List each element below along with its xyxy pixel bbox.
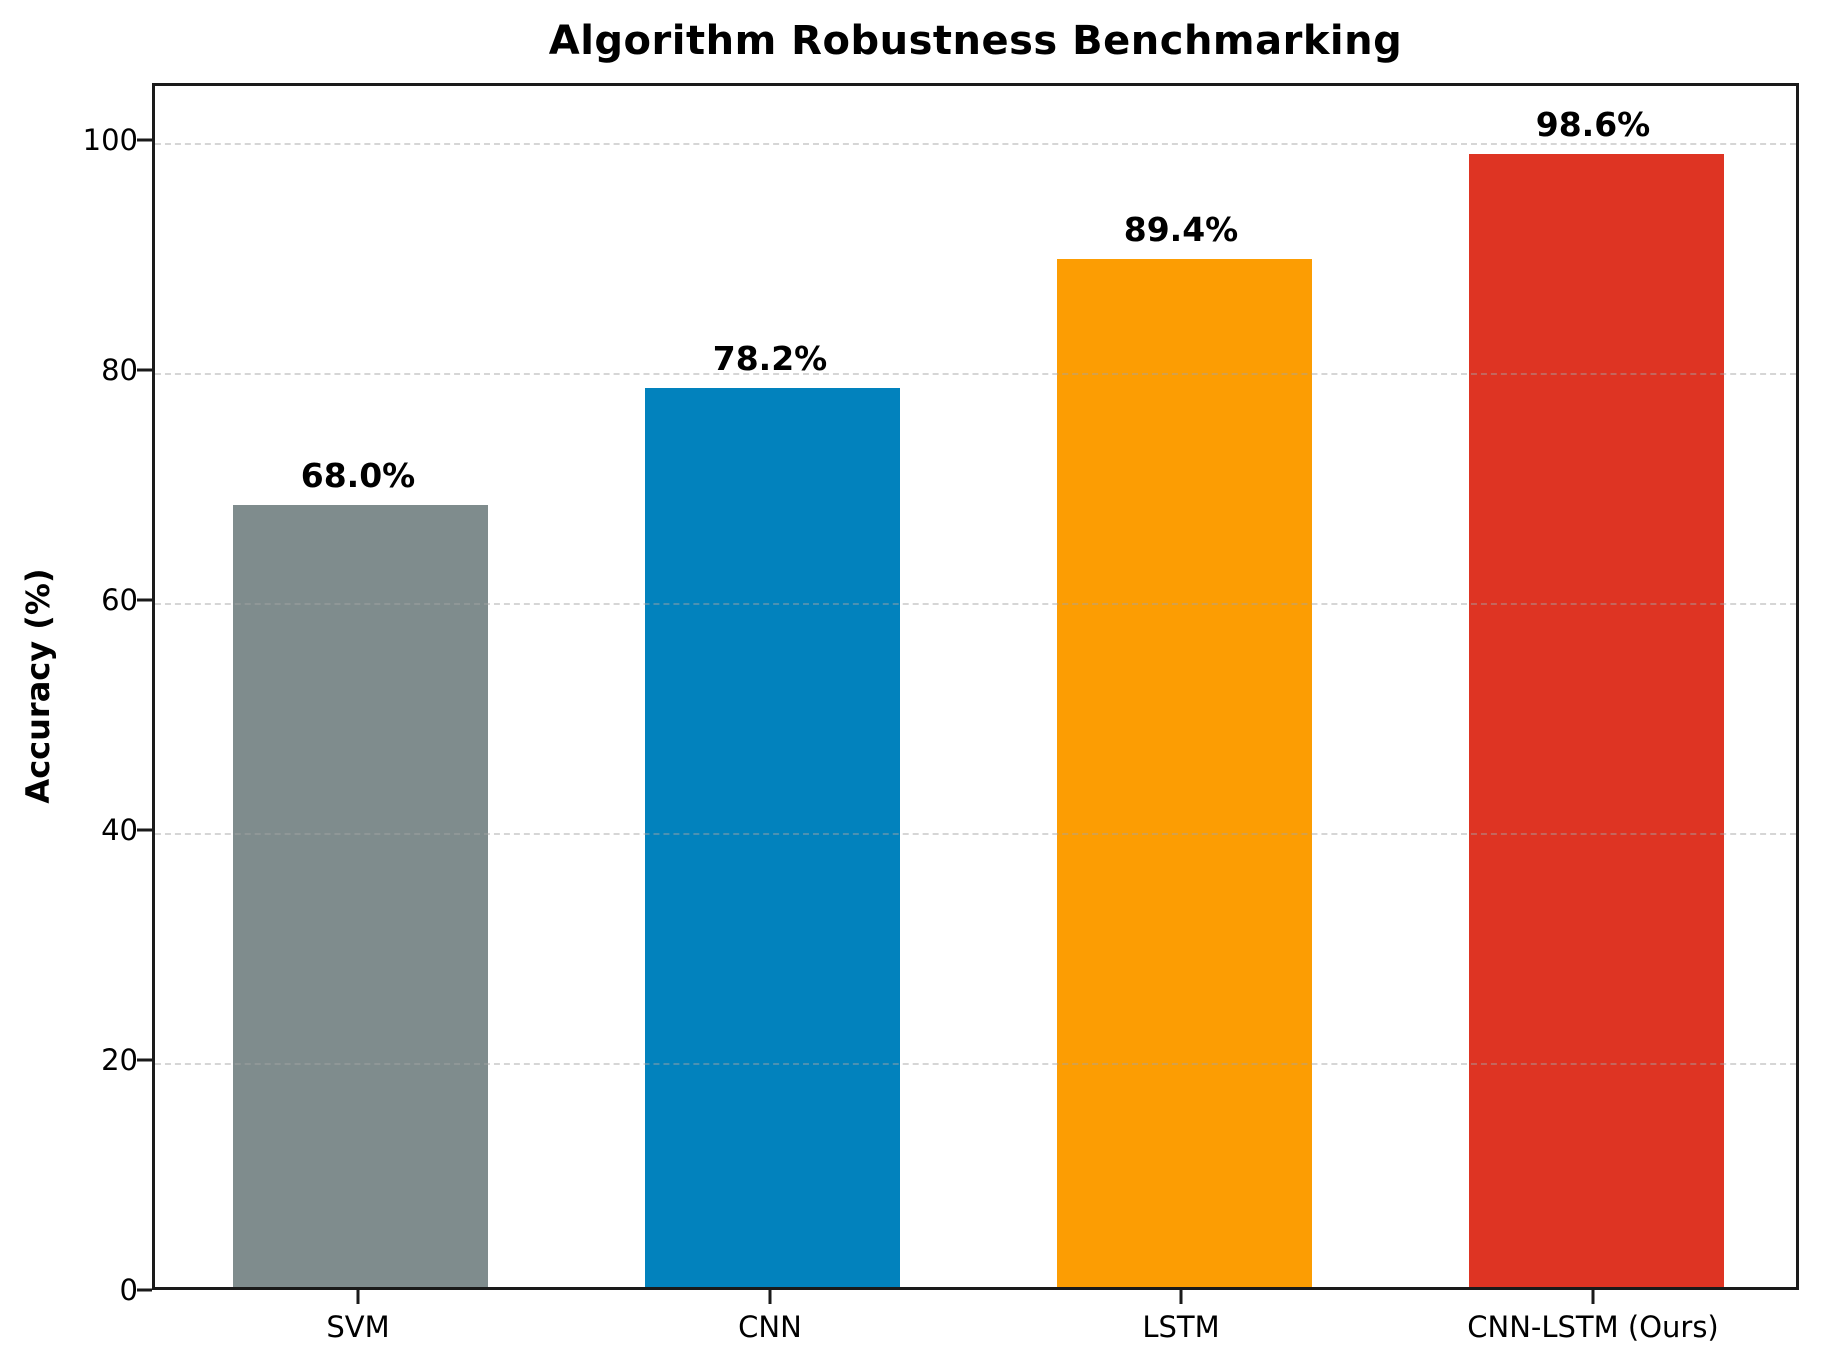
gridline (155, 603, 1796, 605)
x-tick-label: LSTM (1142, 1310, 1220, 1344)
x-tick-mark (768, 1290, 772, 1304)
plot-area (152, 83, 1799, 1290)
bar-value-label: 98.6% (1535, 105, 1651, 144)
x-tick-label: CNN (738, 1310, 802, 1344)
y-tick-label: 40 (101, 813, 138, 847)
gridline (155, 373, 1796, 375)
bar-cnn (645, 388, 900, 1287)
bar-svm (233, 505, 488, 1287)
y-tick-mark (137, 1288, 152, 1292)
bar-lstm (1057, 259, 1312, 1287)
bar-value-label: 78.2% (712, 339, 828, 378)
y-tick-mark (137, 138, 152, 142)
gridline (155, 833, 1796, 835)
y-tick-mark (137, 828, 152, 832)
x-tick-mark (1591, 1290, 1595, 1304)
y-tick-mark (137, 598, 152, 602)
gridline (155, 143, 1796, 145)
x-tick-label: CNN-LSTM (Ours) (1467, 1310, 1719, 1344)
gridline (155, 1063, 1796, 1065)
bar-cnn-lstm-ours (1469, 154, 1724, 1287)
x-tick-mark (1179, 1290, 1183, 1304)
y-tick-label: 60 (101, 583, 138, 617)
bar-value-label: 68.0% (300, 456, 416, 495)
y-axis-label: Accuracy (%) (19, 568, 57, 804)
x-tick-label: SVM (326, 1310, 390, 1344)
y-tick-label: 0 (119, 1273, 138, 1307)
y-tick-label: 20 (101, 1043, 138, 1077)
bar-value-label: 89.4% (1123, 210, 1239, 249)
y-tick-label: 80 (101, 353, 138, 387)
x-tick-mark (356, 1290, 360, 1304)
y-tick-mark (137, 1058, 152, 1062)
y-tick-mark (137, 368, 152, 372)
chart-title: Algorithm Robustness Benchmarking (548, 18, 1403, 64)
y-tick-label: 100 (82, 123, 138, 157)
